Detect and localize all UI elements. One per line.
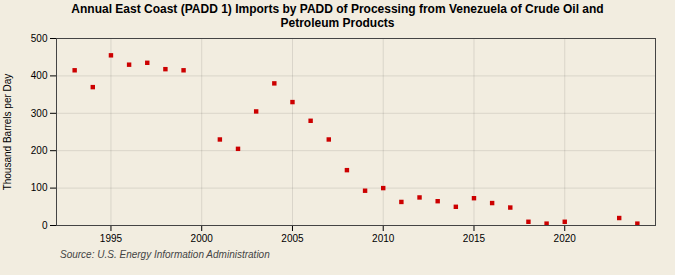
svg-text:Thousand Barrels per Day: Thousand Barrels per Day: [2, 74, 13, 191]
svg-text:400: 400: [31, 70, 48, 81]
svg-text:2000: 2000: [191, 233, 214, 244]
svg-text:2010: 2010: [372, 233, 395, 244]
svg-text:2005: 2005: [281, 233, 304, 244]
html-text:Source: U.S. Energy Informatio: Source: U.S. Energy Information Administ…: [60, 249, 270, 260]
svg-text:100: 100: [31, 182, 48, 193]
svg-text:200: 200: [31, 145, 48, 156]
svg-text:1995: 1995: [100, 233, 123, 244]
svg-text:500: 500: [31, 33, 48, 44]
svg-text:300: 300: [31, 108, 48, 119]
html-text:Annual East Coast (PADD 1) Imp: Annual East Coast (PADD 1) Imports by PA…: [71, 2, 604, 30]
svg-text:2015: 2015: [463, 233, 486, 244]
svg-text:0: 0: [42, 220, 48, 231]
svg-text:2020: 2020: [554, 233, 577, 244]
